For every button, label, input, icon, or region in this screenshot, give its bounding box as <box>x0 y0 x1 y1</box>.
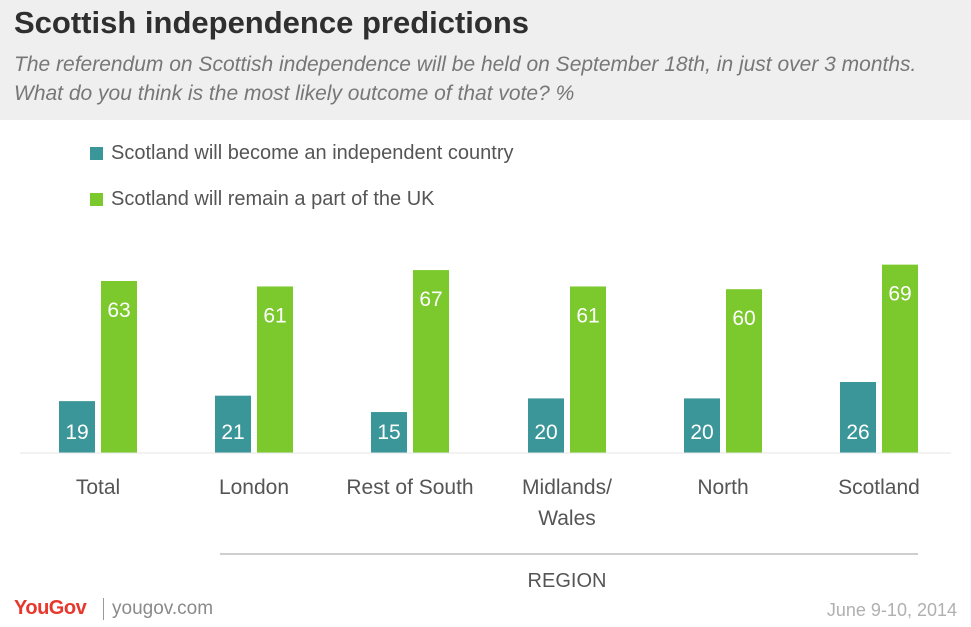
bar-independent-1 <box>215 395 251 453</box>
footer-divider <box>103 598 104 620</box>
data-label-remain-5: 69 <box>888 283 911 306</box>
footer-date: June 9-10, 2014 <box>826 600 957 620</box>
bar-remain-1 <box>257 286 293 453</box>
chart-subtitle: The referendum on Scottish independence … <box>14 53 917 105</box>
bar-independent-3 <box>528 398 564 453</box>
data-label-remain-4: 60 <box>732 307 755 330</box>
data-label-independent-0: 19 <box>65 421 88 444</box>
legend-label-remain: Scotland will remain a part of the UK <box>111 187 435 210</box>
legend-label-independent: Scotland will become an independent coun… <box>111 141 514 164</box>
data-label-independent-5: 26 <box>846 421 869 444</box>
legend-item-remain: Scotland will remain a part of the UK <box>90 184 513 214</box>
bar-independent-5 <box>840 382 876 453</box>
data-label-remain-1: 61 <box>263 304 286 327</box>
legend-swatch-remain <box>90 192 103 206</box>
bar-independent-4 <box>684 398 720 453</box>
bar-remain-2 <box>413 270 449 453</box>
legend: Scotland will become an independent coun… <box>90 138 513 230</box>
x-tick-label-4: North <box>697 476 748 499</box>
x-tick-label-2: Rest of South <box>346 476 473 499</box>
chart-title: Scottish independence predictions <box>14 5 530 40</box>
data-label-remain-3: 61 <box>576 304 599 327</box>
x-tick-label-5: Scotland <box>838 476 920 499</box>
x-axis-label: REGION <box>528 570 607 592</box>
bar-remain-4 <box>726 289 762 453</box>
bar-independent-2 <box>371 412 407 453</box>
footer-site-link[interactable]: yougov.com <box>112 598 214 619</box>
bar-independent-0 <box>59 401 95 453</box>
data-label-independent-3: 20 <box>534 421 557 444</box>
x-tick-label-1: London <box>219 476 289 499</box>
data-label-independent-1: 21 <box>221 421 244 444</box>
yougov-logo: YouGov <box>14 597 87 619</box>
data-label-remain-2: 67 <box>419 288 442 311</box>
x-tick-label-3-line-0: Midlands/ <box>522 476 612 499</box>
legend-swatch-independent <box>90 146 103 160</box>
bar-remain-5 <box>882 264 918 453</box>
data-label-independent-4: 20 <box>690 421 713 444</box>
data-label-independent-2: 15 <box>377 421 400 444</box>
bar-remain-3 <box>570 286 606 453</box>
header-band: Scottish independence predictions The re… <box>0 0 971 120</box>
bar-remain-0 <box>101 281 137 453</box>
x-tick-label-3-line-1: Wales <box>538 507 596 530</box>
data-label-remain-0: 63 <box>107 299 130 322</box>
x-tick-label-0: Total <box>76 476 120 499</box>
legend-item-independent: Scotland will become an independent coun… <box>90 138 513 168</box>
